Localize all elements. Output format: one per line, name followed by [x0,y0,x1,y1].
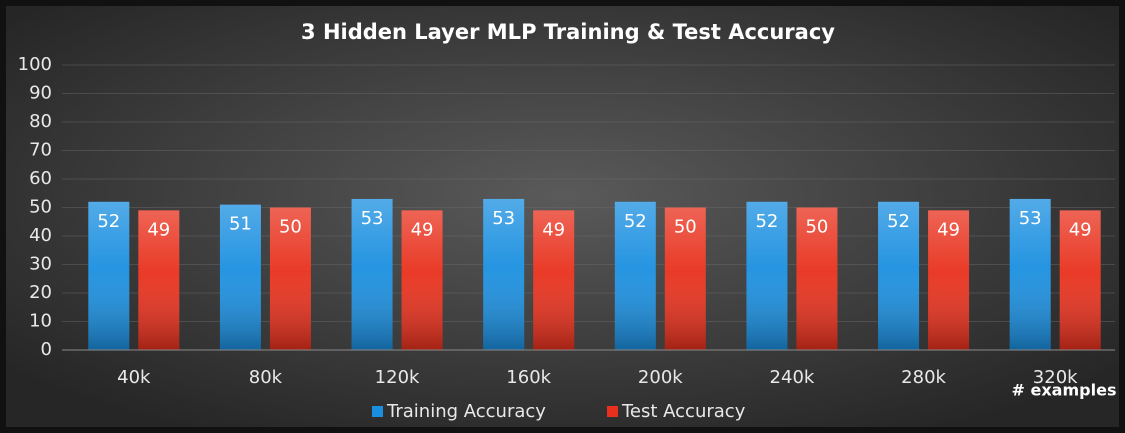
y-tick-label: 90 [29,83,52,104]
data-label: 49 [1069,219,1092,240]
bar-shade [138,210,180,350]
legend-label: Test Accuracy [621,401,746,422]
y-tick-label: 70 [29,140,52,161]
data-label: 49 [411,219,434,240]
legend-swatch [372,406,383,417]
data-label: 53 [361,208,384,229]
y-tick-label: 60 [29,168,52,189]
bar-shade [614,201,656,350]
bar-shade [928,210,970,350]
x-tick-label: 200k [638,367,683,388]
bar-shade [219,204,261,350]
x-tick-label: 80k [249,367,283,388]
x-tick-label: 280k [901,367,946,388]
data-label: 52 [624,211,647,232]
data-label: 53 [1019,208,1042,229]
data-label: 51 [229,214,252,235]
bar-shade [664,207,706,350]
bar-shade [1059,210,1101,350]
y-tick-label: 30 [29,254,52,275]
data-label: 52 [97,211,120,232]
legend-label: Training Accuracy [386,401,546,422]
data-label: 49 [147,219,170,240]
bar-shade [878,201,920,350]
data-label: 50 [674,217,697,238]
legend-swatch [607,406,618,417]
x-tick-label: 120k [375,367,420,388]
y-tick-label: 10 [29,311,52,332]
bar-shade [1009,198,1051,350]
bar-shade [88,201,130,350]
bar-shade [746,201,788,350]
y-tick-label: 20 [29,282,52,303]
y-tick-label: 0 [41,339,52,360]
data-label: 49 [542,219,565,240]
data-label: 50 [279,217,302,238]
bar-shade [483,198,525,350]
x-tick-label: 160k [506,367,551,388]
chart-title: 3 Hidden Layer MLP Training & Test Accur… [301,20,835,44]
bar-shade [269,207,311,350]
bar-shade [351,198,393,350]
y-tick-label: 40 [29,225,52,246]
bar-shade [796,207,838,350]
data-label: 49 [937,219,960,240]
data-label: 50 [805,217,828,238]
y-tick-label: 100 [18,54,52,75]
x-tick-label: 240k [770,367,815,388]
y-tick-label: 80 [29,111,52,132]
bar-shade [401,210,443,350]
x-axis-label: # examples [1012,381,1117,400]
data-label: 53 [492,208,515,229]
data-label: 52 [755,211,778,232]
y-tick-label: 50 [29,197,52,218]
x-tick-label: 40k [117,367,151,388]
data-label: 52 [887,211,910,232]
x-tick-label: 320k [1033,367,1078,388]
bar-shade [533,210,575,350]
